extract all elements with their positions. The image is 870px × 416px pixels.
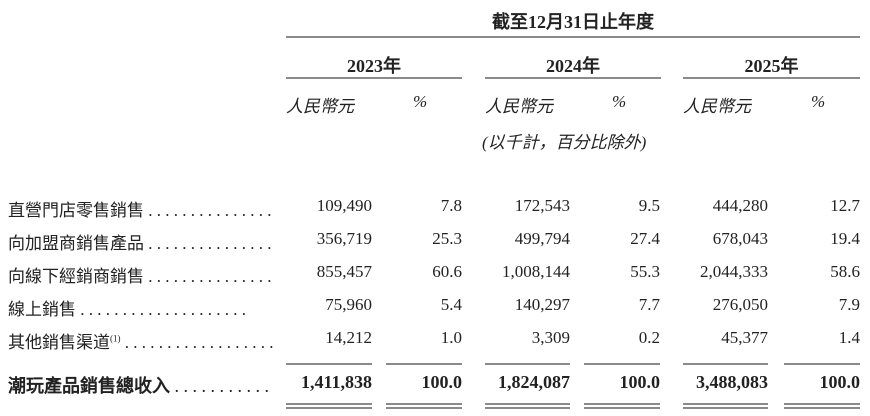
row-label: 直營門店零售銷售 . . . . . . . . . . . . . . . .… xyxy=(8,196,273,221)
leader-dots: . . . . . . . . . . . . . . . . . . . . xyxy=(124,333,273,352)
unit-percent-2024: % xyxy=(612,92,627,111)
table-cell: 45,377 xyxy=(721,328,768,347)
total-label-text: 潮玩產品銷售總收入 xyxy=(8,376,170,396)
double-underline xyxy=(683,403,768,405)
leader-dots: . . . . . . . . . . . . . xyxy=(174,376,274,396)
total-cell: 3,488,083 xyxy=(696,372,768,392)
table-cell: 7.7 xyxy=(638,295,660,314)
table-cell: 7.8 xyxy=(440,196,462,215)
table-cell: 9.5 xyxy=(638,196,660,215)
double-underline xyxy=(784,403,860,405)
unit-percent-2025: % xyxy=(811,92,826,111)
divider xyxy=(286,363,372,365)
double-underline xyxy=(683,407,768,409)
footnote-marker: (1) xyxy=(110,333,121,344)
row-label-text: 其他銷售渠道 xyxy=(8,333,110,352)
double-underline xyxy=(386,403,462,405)
double-underline xyxy=(286,403,372,405)
unit-amount-2024: 人民幣元 xyxy=(485,97,553,116)
double-underline xyxy=(584,407,660,409)
table-cell: 27.4 xyxy=(630,229,660,248)
table-cell: 14,212 xyxy=(325,328,372,347)
row-label-text: 向線下經銷商銷售 xyxy=(8,267,144,286)
table-cell: 276,050 xyxy=(712,295,768,314)
row-label: 向加盟商銷售產品 . . . . . . . . . . . . . . . .… xyxy=(8,229,273,254)
table-cell: 12.7 xyxy=(830,196,860,215)
table-cell: 356,719 xyxy=(316,229,372,248)
unit-amount-2023: 人民幣元 xyxy=(286,97,354,116)
divider xyxy=(683,363,768,365)
row-label: 其他銷售渠道(1) . . . . . . . . . . . . . . . … xyxy=(8,328,273,353)
row-label: 線上銷售 . . . . . . . . . . . . . . . . . .… xyxy=(8,295,273,320)
table-cell: 75,960 xyxy=(325,295,372,314)
leader-dots: . . . . . . . . . . . . . . . . . . . . xyxy=(76,300,246,319)
divider xyxy=(485,77,661,79)
total-cell: 100.0 xyxy=(619,372,661,392)
double-underline xyxy=(485,403,570,405)
double-underline xyxy=(386,407,462,409)
divider xyxy=(286,77,462,79)
table-cell: 499,794 xyxy=(514,229,570,248)
total-cell: 1,824,087 xyxy=(498,372,570,392)
total-cell: 1,411,838 xyxy=(300,372,372,392)
table-cell: 1.4 xyxy=(838,328,860,347)
table-cell: 5.4 xyxy=(440,295,462,314)
divider xyxy=(485,363,570,365)
leader-dots: . . . . . . . . . . . . . . . . . . . . xyxy=(148,201,273,220)
table-cell: 60.6 xyxy=(432,262,462,281)
leader-dots: . . . . . . . . . . . . . . . . . . . . xyxy=(148,234,273,253)
table-cell: 678,043 xyxy=(712,229,768,248)
table-cell: 55.3 xyxy=(630,262,660,281)
double-underline xyxy=(286,407,372,409)
table-cell: 172,543 xyxy=(514,196,570,215)
divider xyxy=(584,363,660,365)
table-cell: 444,280 xyxy=(712,196,768,215)
period-title: 截至12月31日止年度 xyxy=(492,12,654,32)
row-label-text: 線上銷售 xyxy=(8,300,76,319)
table-cell: 140,297 xyxy=(514,295,570,314)
table-cell: 855,457 xyxy=(316,262,372,281)
double-underline xyxy=(584,403,660,405)
row-label-text: 向加盟商銷售產品 xyxy=(8,234,144,253)
year-2025: 2025年 xyxy=(744,56,799,76)
table-cell: 7.9 xyxy=(838,295,860,314)
table-cell: 109,490 xyxy=(316,196,372,215)
year-2023: 2023年 xyxy=(347,56,401,76)
table-cell: 25.3 xyxy=(432,229,462,248)
row-label: 向線下經銷商銷售 . . . . . . . . . . . . . . . .… xyxy=(8,262,273,287)
table-cell: 0.2 xyxy=(638,328,660,347)
total-label: 潮玩產品銷售總收入 . . . . . . . . . . . . . xyxy=(8,372,273,398)
divider xyxy=(784,363,860,365)
table-cell: 3,309 xyxy=(531,328,570,347)
table-cell: 19.4 xyxy=(830,229,860,248)
unit-amount-2025: 人民幣元 xyxy=(683,97,751,116)
table-cell: 1.0 xyxy=(440,328,462,347)
table-cell: 2,044,333 xyxy=(700,262,768,281)
table-cell: 58.6 xyxy=(830,262,860,281)
unit-percent-2023: % xyxy=(413,92,428,111)
total-cell: 100.0 xyxy=(819,372,861,392)
divider xyxy=(386,363,462,365)
year-2024: 2024年 xyxy=(546,56,600,76)
unit-note: (以千計，百分比除外) xyxy=(482,133,647,152)
total-cell: 100.0 xyxy=(421,372,463,392)
row-label-text: 直營門店零售銷售 xyxy=(8,201,144,220)
table-cell: 1,008,144 xyxy=(502,262,570,281)
leader-dots: . . . . . . . . . . . . . . . . . . . . xyxy=(148,267,273,286)
double-underline xyxy=(784,407,860,409)
divider xyxy=(286,36,860,38)
double-underline xyxy=(485,407,570,409)
divider xyxy=(683,77,860,79)
